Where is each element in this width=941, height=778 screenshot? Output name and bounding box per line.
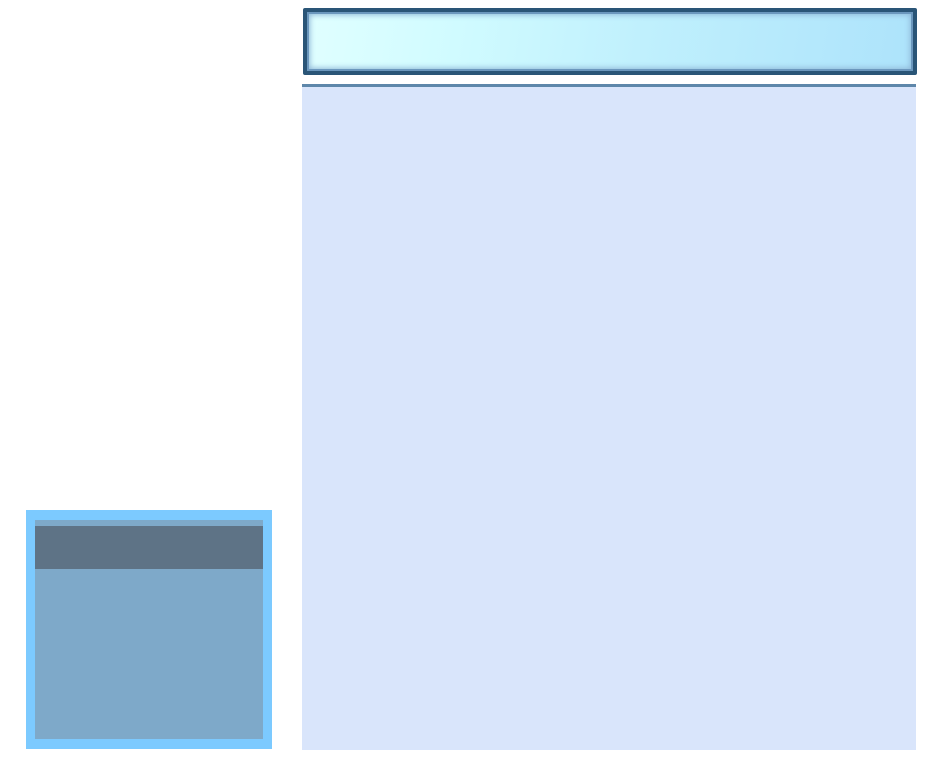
title-bar xyxy=(303,8,917,75)
side-panel-body xyxy=(35,520,263,739)
side-panel-header xyxy=(35,526,263,569)
side-panel xyxy=(26,510,272,749)
main-panel xyxy=(302,84,916,750)
